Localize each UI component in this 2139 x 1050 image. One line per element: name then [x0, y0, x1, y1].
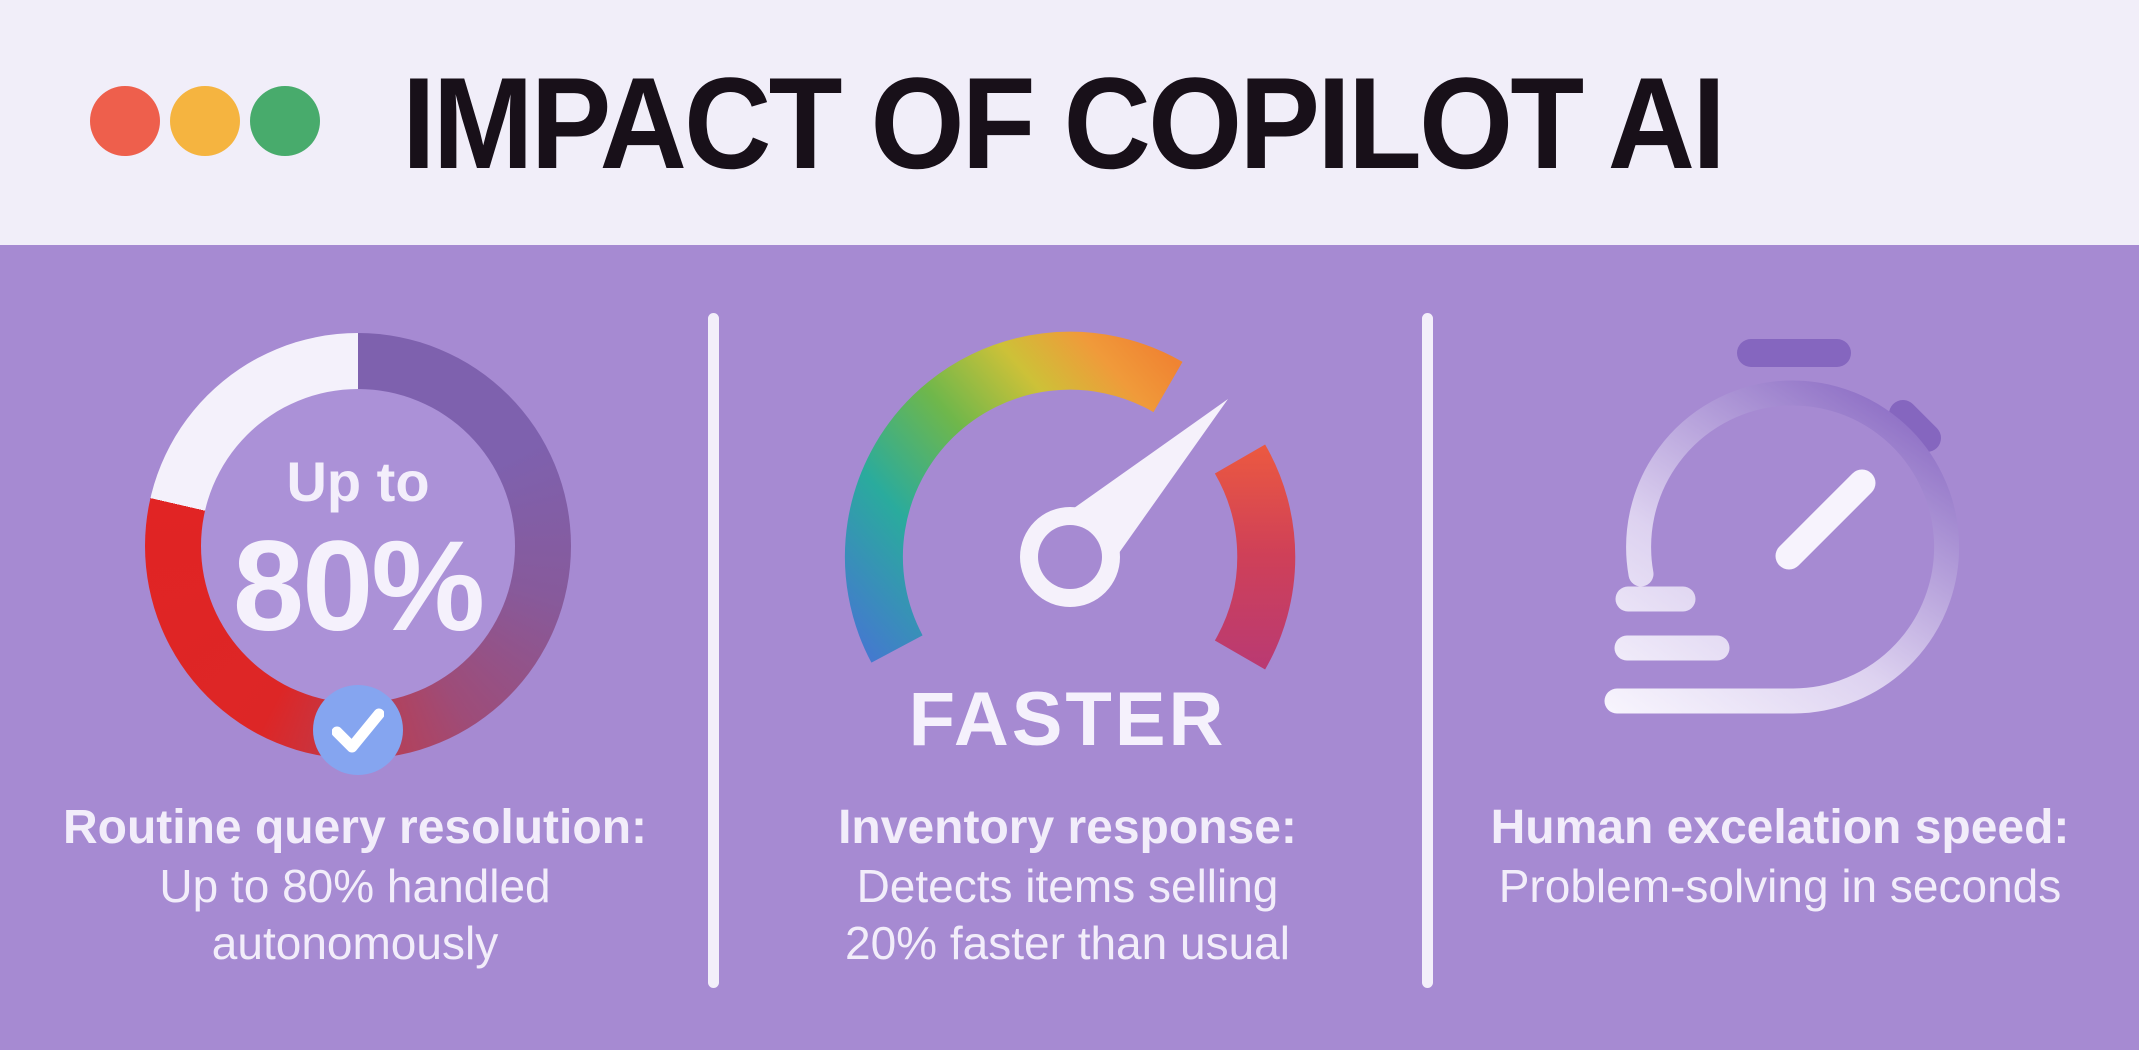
- stopwatch-body: [1604, 380, 1960, 714]
- speed-gauge-icon: [844, 331, 1296, 670]
- gauge-rainbow-arc: [844, 331, 1183, 663]
- caption-human-speed: Human excelation speed: Problem-solving …: [1440, 798, 2120, 915]
- check-icon: [332, 708, 384, 753]
- gauge-stat-label: FASTER: [908, 677, 1227, 762]
- caption-line: 20% faster than usual: [845, 917, 1290, 969]
- gauge-needle: [1043, 399, 1228, 584]
- gauge-needle-hub: [1020, 507, 1120, 607]
- column-divider-right: [1422, 313, 1433, 988]
- donut-chart-hole: [201, 389, 515, 703]
- gauge-red-arc: [1214, 444, 1296, 670]
- stopwatch-icon: [1604, 339, 1960, 714]
- caption-bold-line: Routine query resolution:: [62, 801, 647, 854]
- donut-chart-80-percent: Up to 80%: [145, 333, 571, 759]
- green-dot-icon: [250, 86, 320, 156]
- amber-dot-icon: [170, 86, 240, 156]
- caption-routine-query: Routine query resolution: Up to 80% hand…: [30, 798, 680, 972]
- stopwatch-hand: [1775, 469, 1876, 570]
- stopwatch-top-button: [1737, 339, 1851, 367]
- header-bar: IMPACT OF COPILOT AI: [0, 0, 2139, 245]
- caption-bold-line: Inventory response:: [838, 801, 1297, 854]
- red-dot-icon: [90, 86, 160, 156]
- caption-line: Detects items selling: [856, 860, 1279, 912]
- caption-line: Up to 80% handled: [159, 860, 551, 912]
- gauge-needle-hub-hole: [1038, 525, 1102, 589]
- caption-inventory-response: Inventory response: Detects items sellin…: [735, 798, 1400, 972]
- donut-stat-value: 80%: [232, 515, 485, 658]
- page-title: IMPACT OF COPILOT AI: [402, 49, 1726, 196]
- check-badge: [313, 685, 403, 775]
- caption-line: autonomously: [211, 917, 499, 969]
- stopwatch-side-button: [1889, 400, 1941, 452]
- caption-bold-line: Human excelation speed:: [1490, 801, 2070, 854]
- caption-line: Problem-solving in seconds: [1498, 860, 2062, 912]
- column-divider-left: [708, 313, 719, 988]
- donut-stat-prefix: Up to: [286, 450, 430, 513]
